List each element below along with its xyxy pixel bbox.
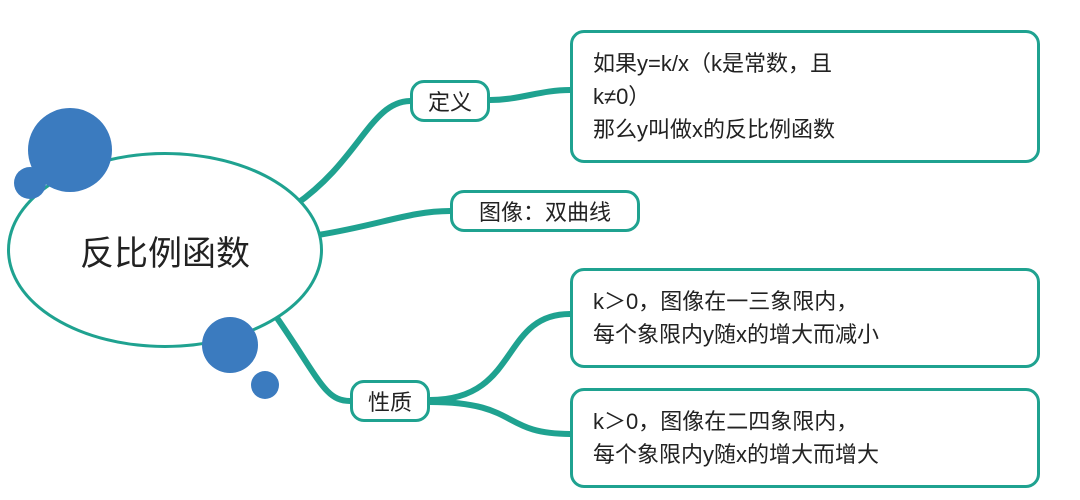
content-definition: 如果y=k/x（k是常数，且 k≠0） 那么y叫做x的反比例函数 <box>570 30 1040 163</box>
decoration-bubble <box>14 167 46 199</box>
decoration-bubble <box>202 317 258 373</box>
branch-label-definition: 定义 <box>410 80 490 122</box>
decoration-bubble <box>251 371 279 399</box>
branch-label-properties: 性质 <box>350 380 430 422</box>
content-prop1: k＞0，图像在一三象限内， 每个象限内y随x的增大而减小 <box>570 268 1040 368</box>
content-prop2: k＞0，图像在二四象限内， 每个象限内y随x的增大而增大 <box>570 388 1040 488</box>
branch-label-graph: 图像：双曲线 <box>450 190 640 232</box>
